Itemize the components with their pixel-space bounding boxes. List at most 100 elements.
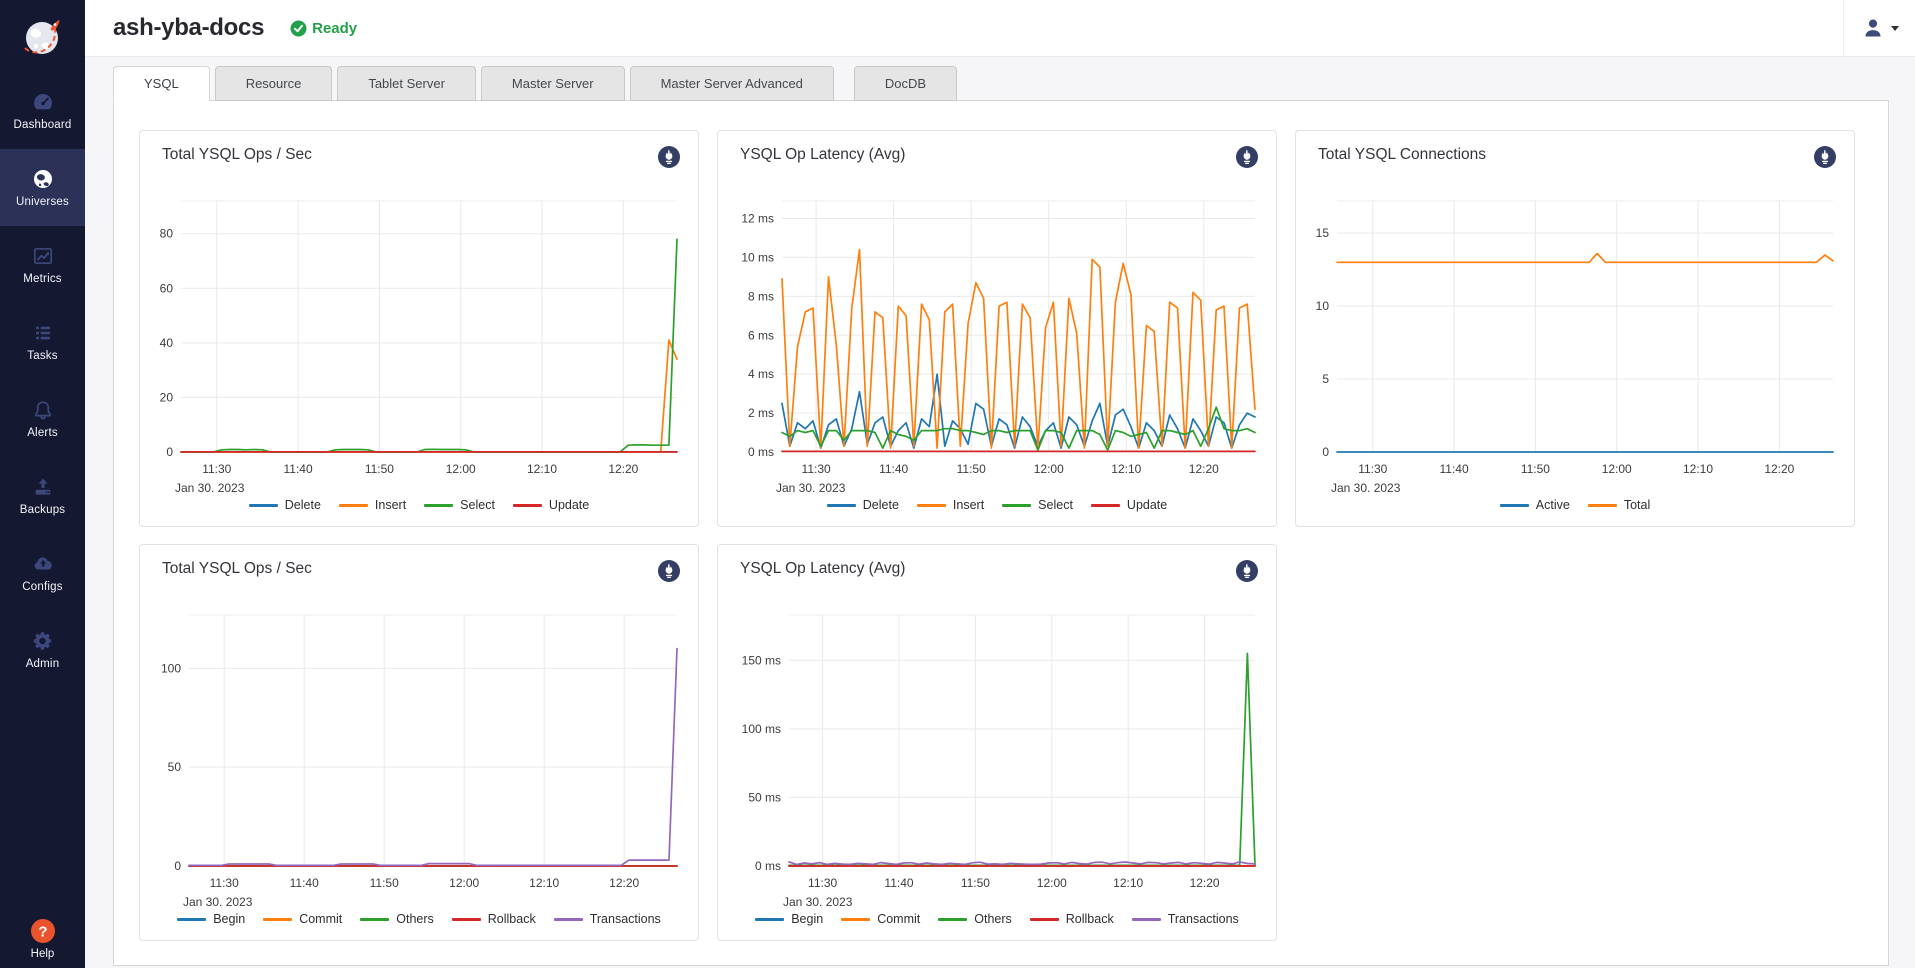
tab-resource[interactable]: Resource [215,66,333,101]
legend-item-rollback[interactable]: Rollback [452,912,536,926]
tab-master-server-advanced[interactable]: Master Server Advanced [630,66,834,101]
legend-item-delete[interactable]: Delete [827,498,899,512]
chart-panel: YSQL Op Latency (Avg)11:3011:4011:5012:0… [717,130,1277,527]
svg-text:11:30: 11:30 [808,876,837,890]
sidebar-item-help[interactable]: ? Help [0,918,85,960]
legend-swatch [554,918,583,921]
svg-text:20: 20 [160,390,174,404]
prometheus-metrics-link-icon[interactable] [1235,559,1259,588]
svg-text:11:30: 11:30 [210,876,239,890]
legend-item-insert[interactable]: Insert [339,498,406,512]
legend-swatch [339,504,368,507]
alerts-bell-icon [31,398,55,422]
legend-label: Transactions [1168,912,1239,926]
svg-text:11:30: 11:30 [1358,462,1387,476]
charts-grid: Total YSQL Ops / Sec 11:3011:4011:5012:00… [139,130,1863,941]
legend-item-delete[interactable]: Delete [249,498,321,512]
universe-globe-icon [31,167,55,191]
svg-text:Jan 30, 2023: Jan 30, 2023 [183,895,253,906]
legend-label: Active [1536,498,1570,512]
plot-area[interactable]: 11:3011:4011:5012:0012:1012:20020406080J… [142,176,698,492]
plot-area[interactable]: 11:3011:4011:5012:0012:1012:20051015Jan … [1298,176,1854,492]
svg-text:12:10: 12:10 [529,876,559,890]
svg-text:12:20: 12:20 [1764,462,1794,476]
svg-text:12:10: 12:10 [1683,462,1713,476]
plot-area[interactable]: 11:3011:4011:5012:0012:1012:200 ms50 ms1… [720,590,1276,906]
legend-item-select[interactable]: Select [424,498,495,512]
prometheus-metrics-link-icon[interactable] [657,559,681,588]
sidebar-item-universes[interactable]: Universes [0,149,85,226]
legend-label: Update [549,498,589,512]
legend-swatch [938,918,967,921]
legend-item-commit[interactable]: Commit [263,912,342,926]
legend-item-total[interactable]: Total [1588,498,1650,512]
legend-item-others[interactable]: Others [938,912,1012,926]
prometheus-metrics-link-icon[interactable] [657,145,681,174]
universe-title: ash-yba-docs [113,14,264,42]
legend-item-update[interactable]: Update [513,498,589,512]
backups-upload-icon [31,475,55,499]
prometheus-metrics-link-icon[interactable] [1235,145,1259,174]
sidebar-item-tasks[interactable]: Tasks [0,303,85,380]
tab-tablet-server[interactable]: Tablet Server [337,66,476,101]
svg-text:12:00: 12:00 [449,876,479,890]
sidebar-item-alerts[interactable]: Alerts [0,380,85,457]
legend-item-others[interactable]: Others [360,912,434,926]
app-logo[interactable] [0,0,85,72]
svg-text:100: 100 [161,661,181,675]
svg-text:Jan 30, 2023: Jan 30, 2023 [776,481,846,492]
chart-panel: YSQL Op Latency (Avg)11:3011:4011:5012:0… [717,544,1277,941]
svg-text:11:30: 11:30 [802,462,831,476]
legend-item-transactions[interactable]: Transactions [554,912,661,926]
chart-title: Total YSQL Connections [1318,146,1486,164]
sidebar-item-metrics[interactable]: Metrics [0,226,85,303]
rocket-globe-logo-icon [20,13,66,59]
legend-item-commit[interactable]: Commit [841,912,920,926]
svg-text:10 ms: 10 ms [741,250,774,264]
legend-item-begin[interactable]: Begin [177,912,245,926]
legend-label: Rollback [1066,912,1114,926]
tab-ysql[interactable]: YSQL [113,66,210,101]
sidebar-item-label: Tasks [27,350,57,362]
svg-text:12:20: 12:20 [1190,876,1220,890]
admin-gear-icon [31,629,55,653]
legend-item-begin[interactable]: Begin [755,912,823,926]
svg-text:4 ms: 4 ms [748,367,774,381]
svg-text:12:20: 12:20 [1189,462,1219,476]
legend-item-select[interactable]: Select [1002,498,1073,512]
sidebar-item-dashboard[interactable]: Dashboard [0,72,85,149]
legend-label: Update [1127,498,1167,512]
legend-item-active[interactable]: Active [1500,498,1570,512]
svg-text:11:40: 11:40 [884,876,913,890]
user-menu[interactable] [1843,0,1915,56]
chart-legend: Active Total [1296,498,1854,512]
legend-item-insert[interactable]: Insert [917,498,984,512]
legend-swatch [1588,504,1617,507]
tab-content-panel: Total YSQL Ops / Sec 11:3011:4011:5012:00… [113,100,1889,966]
legend-label: Delete [863,498,899,512]
legend-swatch [249,504,278,507]
user-icon [1861,16,1885,40]
legend-swatch [424,504,453,507]
svg-text:12:20: 12:20 [609,876,639,890]
svg-text:Jan 30, 2023: Jan 30, 2023 [1331,481,1401,492]
tab-master-server[interactable]: Master Server [481,66,625,101]
sidebar-item-configs[interactable]: Configs [0,534,85,611]
legend-label: Others [396,912,434,926]
plot-area[interactable]: 11:3011:4011:5012:0012:1012:20050100Jan … [142,590,698,906]
sidebar-item-backups[interactable]: Backups [0,457,85,534]
legend-label: Begin [791,912,823,926]
svg-text:60: 60 [160,281,174,295]
chevron-down-icon [1891,26,1899,31]
legend-swatch [917,504,946,507]
legend-item-rollback[interactable]: Rollback [1030,912,1114,926]
legend-item-update[interactable]: Update [1091,498,1167,512]
prometheus-metrics-link-icon[interactable] [1813,145,1837,174]
header: ash-yba-docs Ready [85,0,1915,57]
legend-item-transactions[interactable]: Transactions [1132,912,1239,926]
sidebar-item-admin[interactable]: Admin [0,611,85,688]
tab-docdb[interactable]: DocDB [854,66,957,101]
chart-title: Total YSQL Ops / Sec [162,560,312,578]
legend-label: Select [1038,498,1073,512]
plot-area[interactable]: 11:3011:4011:5012:0012:1012:200 ms2 ms4 … [720,176,1276,492]
